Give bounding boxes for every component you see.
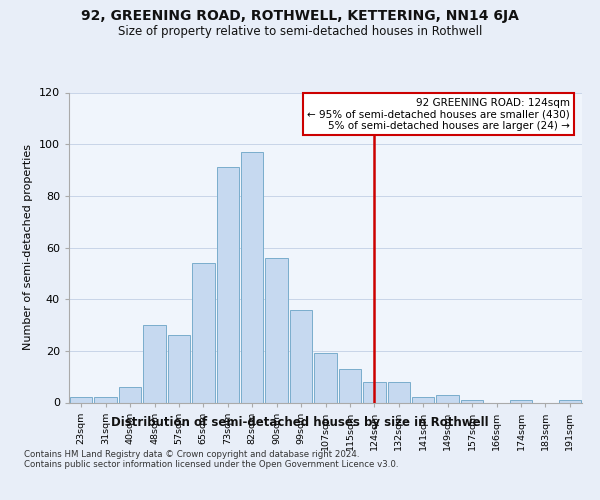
- Bar: [217, 168, 239, 402]
- Text: 92, GREENING ROAD, ROTHWELL, KETTERING, NN14 6JA: 92, GREENING ROAD, ROTHWELL, KETTERING, …: [81, 9, 519, 23]
- Bar: [290, 310, 313, 402]
- Text: 92 GREENING ROAD: 124sqm
← 95% of semi-detached houses are smaller (430)
5% of s: 92 GREENING ROAD: 124sqm ← 95% of semi-d…: [307, 98, 570, 131]
- Bar: [192, 263, 215, 402]
- Bar: [143, 325, 166, 402]
- Text: Distribution of semi-detached houses by size in Rothwell: Distribution of semi-detached houses by …: [111, 416, 489, 429]
- Bar: [241, 152, 263, 403]
- Bar: [559, 400, 581, 402]
- Bar: [70, 398, 92, 402]
- Y-axis label: Number of semi-detached properties: Number of semi-detached properties: [23, 144, 33, 350]
- Text: Size of property relative to semi-detached houses in Rothwell: Size of property relative to semi-detach…: [118, 24, 482, 38]
- Bar: [94, 398, 117, 402]
- Bar: [388, 382, 410, 402]
- Bar: [167, 336, 190, 402]
- Bar: [509, 400, 532, 402]
- Text: Contains HM Land Registry data © Crown copyright and database right 2024.
Contai: Contains HM Land Registry data © Crown c…: [24, 450, 398, 469]
- Bar: [461, 400, 484, 402]
- Bar: [338, 369, 361, 402]
- Bar: [412, 398, 434, 402]
- Bar: [436, 395, 459, 402]
- Bar: [363, 382, 386, 402]
- Bar: [314, 354, 337, 403]
- Bar: [265, 258, 288, 402]
- Bar: [119, 387, 142, 402]
